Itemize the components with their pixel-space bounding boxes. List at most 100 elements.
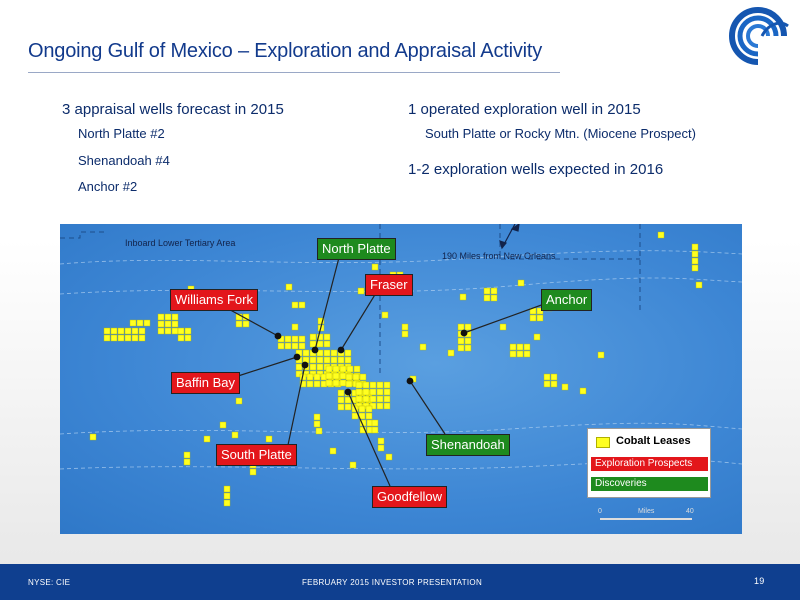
- list-item: Anchor #2: [78, 179, 138, 194]
- lease-block: [332, 372, 340, 380]
- lease-block: [323, 356, 331, 364]
- lease-block: [376, 402, 384, 410]
- lease-block: [291, 342, 299, 350]
- lease-block: [110, 334, 118, 342]
- lease-block: [499, 323, 507, 331]
- lease-block: [265, 435, 273, 443]
- lease-block: [550, 373, 558, 381]
- lease-block: [358, 405, 366, 413]
- lease-block: [351, 412, 359, 420]
- lease-block: [691, 264, 699, 272]
- north-platte-callout: North Platte: [317, 238, 396, 260]
- lease-block: [337, 396, 345, 404]
- lease-block: [316, 363, 324, 371]
- lease-block: [295, 363, 303, 371]
- lease-block: [579, 387, 587, 395]
- lease-block: [523, 343, 531, 351]
- footer: NYSE: CIE FEBRUARY 2015 INVESTOR PRESENT…: [0, 564, 800, 600]
- distance-label: 190 Miles from New Orleans: [442, 251, 556, 261]
- lease-block: [383, 381, 391, 389]
- lease-block: [110, 327, 118, 335]
- lease-block: [316, 356, 324, 364]
- lease-block: [359, 373, 367, 381]
- lease-block: [325, 365, 333, 373]
- lease-block: [131, 334, 139, 342]
- lease-block: [371, 263, 379, 271]
- lease-block: [309, 333, 317, 341]
- lease-block: [164, 313, 172, 321]
- lease-block: [325, 379, 333, 387]
- lease-block: [284, 342, 292, 350]
- lease-block: [285, 283, 293, 291]
- lease-block: [550, 380, 558, 388]
- lease-block: [516, 343, 524, 351]
- legend-discoveries: Discoveries: [591, 477, 708, 491]
- lease-block: [362, 388, 370, 396]
- inboard-area-label: Inboard Lower Tertiary Area: [125, 238, 236, 248]
- lease-block: [330, 356, 338, 364]
- lease-block: [345, 373, 353, 381]
- lease-block: [344, 356, 352, 364]
- lease-block: [345, 380, 353, 388]
- lease-block: [691, 257, 699, 265]
- lease-swatch: [596, 437, 610, 448]
- lease-block: [184, 327, 192, 335]
- lease-block: [509, 350, 517, 358]
- lease-block: [184, 334, 192, 342]
- lease-block: [383, 395, 391, 403]
- right-heading-1: 1 operated exploration well in 2015: [408, 101, 641, 118]
- lease-block: [177, 327, 185, 335]
- lease-block: [385, 453, 393, 461]
- lease-block: [483, 287, 491, 295]
- lease-block: [339, 365, 347, 373]
- lease-block: [299, 380, 307, 388]
- baffin-bay-callout: Baffin Bay: [171, 372, 241, 394]
- lease-block: [369, 388, 377, 396]
- lease-block: [464, 337, 472, 345]
- lease-block: [377, 437, 385, 445]
- lease-block: [277, 342, 285, 350]
- lease-block: [171, 320, 179, 328]
- lease-block: [339, 379, 347, 387]
- lease-block: [561, 383, 569, 391]
- lease-block: [117, 334, 125, 342]
- lease-block: [316, 349, 324, 357]
- map-legend: Cobalt Leases Exploration Prospects Disc…: [587, 428, 711, 498]
- lease-block: [371, 426, 379, 434]
- lease-block: [242, 320, 250, 328]
- lease-block: [459, 293, 467, 301]
- lease-block: [316, 333, 324, 341]
- scale-end: 40: [686, 508, 694, 515]
- left-heading: 3 appraisal wells forecast in 2015: [62, 101, 284, 118]
- lease-block: [302, 349, 310, 357]
- lease-block: [284, 335, 292, 343]
- lease-block: [657, 231, 665, 239]
- page-number: 19: [754, 576, 765, 586]
- lease-block: [490, 287, 498, 295]
- lease-block: [490, 294, 498, 302]
- lease-block: [365, 405, 373, 413]
- lease-block: [317, 317, 325, 325]
- lease-block: [298, 335, 306, 343]
- lease-block: [517, 279, 525, 287]
- lease-block: [533, 333, 541, 341]
- lease-block: [171, 313, 179, 321]
- lease-block: [223, 492, 231, 500]
- lease-block: [325, 372, 333, 380]
- lease-block: [376, 388, 384, 396]
- lease-block: [103, 327, 111, 335]
- lease-block: [349, 461, 357, 469]
- page-title: Ongoing Gulf of Mexico – Exploration and…: [28, 40, 543, 62]
- lease-block: [157, 327, 165, 335]
- lease-block: [377, 444, 385, 452]
- lease-block: [332, 365, 340, 373]
- lease-block: [313, 413, 321, 421]
- lease-block: [323, 349, 331, 357]
- lease-block: [164, 320, 172, 328]
- lease-block: [313, 373, 321, 381]
- map-canvas: [60, 224, 742, 507]
- lease-block: [124, 327, 132, 335]
- lease-block: [315, 427, 323, 435]
- footer-presentation: FEBRUARY 2015 INVESTOR PRESENTATION: [302, 578, 483, 587]
- legend-exploration: Exploration Prospects: [591, 457, 708, 471]
